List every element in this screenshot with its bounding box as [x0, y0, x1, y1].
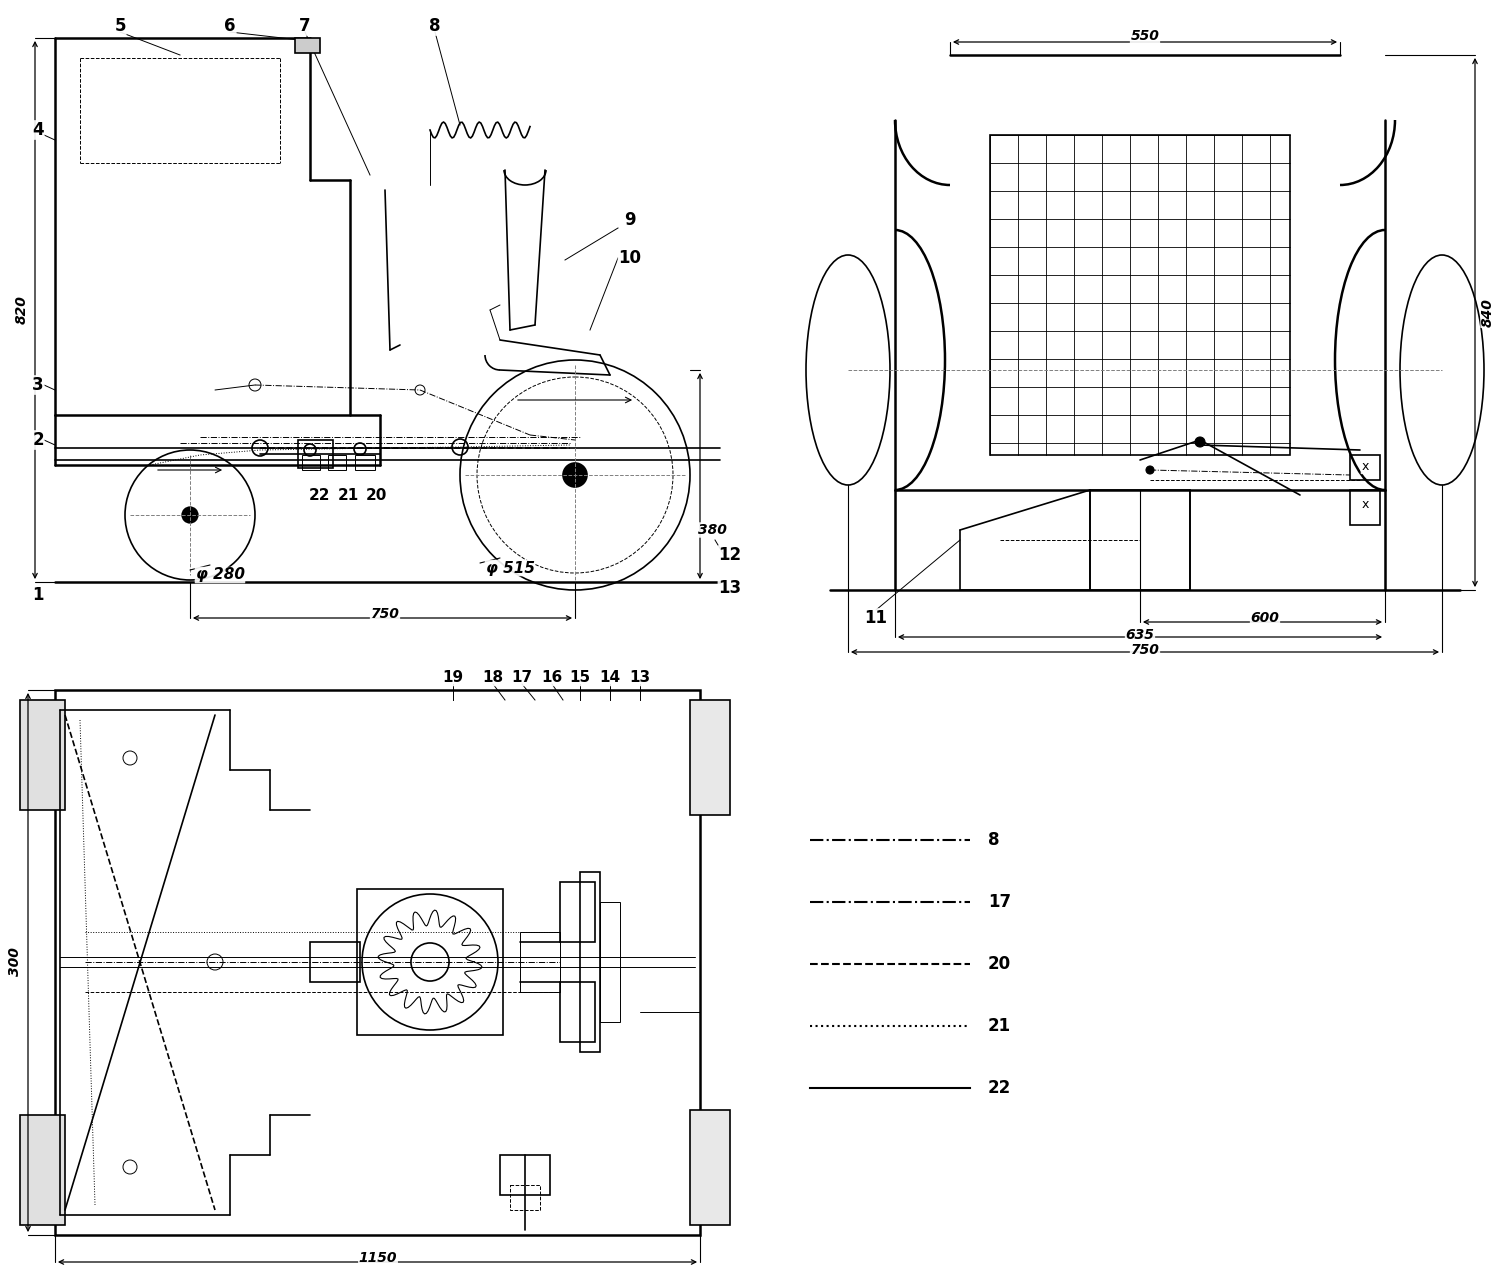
Text: 5: 5 [114, 17, 126, 35]
Circle shape [183, 507, 198, 523]
Text: 380: 380 [698, 523, 727, 537]
Text: 2: 2 [31, 430, 43, 450]
Text: 13: 13 [629, 670, 650, 685]
Text: 1150: 1150 [358, 1252, 397, 1266]
Text: 20: 20 [366, 488, 386, 502]
Bar [691, 699, 730, 815]
Text: 13: 13 [719, 579, 742, 597]
Bar [303, 455, 321, 470]
Text: φ 515: φ 515 [485, 561, 535, 575]
Text: 21: 21 [989, 1017, 1011, 1035]
Circle shape [1195, 437, 1204, 447]
Text: 9: 9 [625, 211, 635, 229]
Text: 20: 20 [989, 956, 1011, 974]
Text: 3: 3 [31, 377, 43, 395]
Bar [580, 872, 601, 1052]
Text: 17: 17 [511, 670, 533, 685]
Text: 750: 750 [370, 607, 400, 621]
Bar [990, 135, 1290, 455]
Bar [601, 902, 620, 1022]
Text: 300: 300 [7, 948, 22, 976]
Bar [560, 983, 595, 1041]
Text: 14: 14 [599, 670, 620, 685]
Text: 7: 7 [300, 17, 310, 35]
Bar [55, 690, 700, 1235]
Bar [328, 455, 346, 470]
Text: 16: 16 [541, 670, 563, 685]
Text: 18: 18 [482, 670, 503, 685]
Text: 750: 750 [1131, 643, 1159, 657]
Bar [298, 439, 333, 468]
Text: 12: 12 [719, 546, 742, 564]
Bar [19, 1114, 64, 1225]
Text: 635: 635 [1125, 628, 1155, 642]
Bar [560, 883, 595, 942]
Bar [357, 889, 503, 1035]
Text: 550: 550 [1131, 29, 1159, 44]
Bar [520, 933, 560, 991]
Text: 21: 21 [337, 488, 358, 502]
Text: 10: 10 [619, 249, 641, 266]
Circle shape [563, 462, 587, 487]
Text: 840: 840 [1482, 298, 1495, 328]
Text: φ 280: φ 280 [196, 567, 244, 583]
Circle shape [1146, 466, 1153, 474]
Text: 600: 600 [1251, 611, 1279, 625]
Text: 4: 4 [31, 120, 43, 140]
Text: 19: 19 [442, 670, 463, 685]
Text: 15: 15 [569, 670, 590, 685]
Text: 6: 6 [225, 17, 235, 35]
Bar [500, 1155, 550, 1195]
Text: 820: 820 [15, 296, 28, 324]
Bar [19, 699, 64, 810]
Text: 17: 17 [989, 893, 1011, 911]
Bar [1091, 491, 1189, 591]
Text: 1: 1 [33, 585, 43, 605]
Text: 22: 22 [989, 1079, 1011, 1097]
Bar [1350, 455, 1380, 480]
Text: x: x [1362, 460, 1369, 474]
Text: 22: 22 [309, 488, 331, 502]
Text: 8: 8 [430, 17, 440, 35]
Bar [355, 455, 374, 470]
Bar [1350, 491, 1380, 525]
Bar [295, 38, 321, 53]
Bar [691, 1111, 730, 1225]
Bar [509, 1185, 539, 1211]
Text: 8: 8 [989, 831, 999, 849]
Text: x: x [1362, 498, 1369, 511]
Text: 11: 11 [864, 608, 887, 626]
Bar [310, 942, 360, 983]
